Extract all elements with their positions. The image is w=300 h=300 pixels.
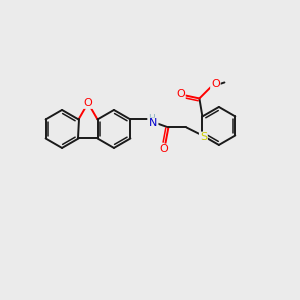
Text: O: O	[211, 80, 220, 89]
Text: O: O	[159, 145, 168, 154]
Text: N: N	[149, 118, 158, 128]
Text: O: O	[176, 89, 185, 100]
Text: O: O	[84, 98, 92, 108]
Text: H: H	[148, 114, 155, 123]
Text: S: S	[200, 133, 207, 142]
